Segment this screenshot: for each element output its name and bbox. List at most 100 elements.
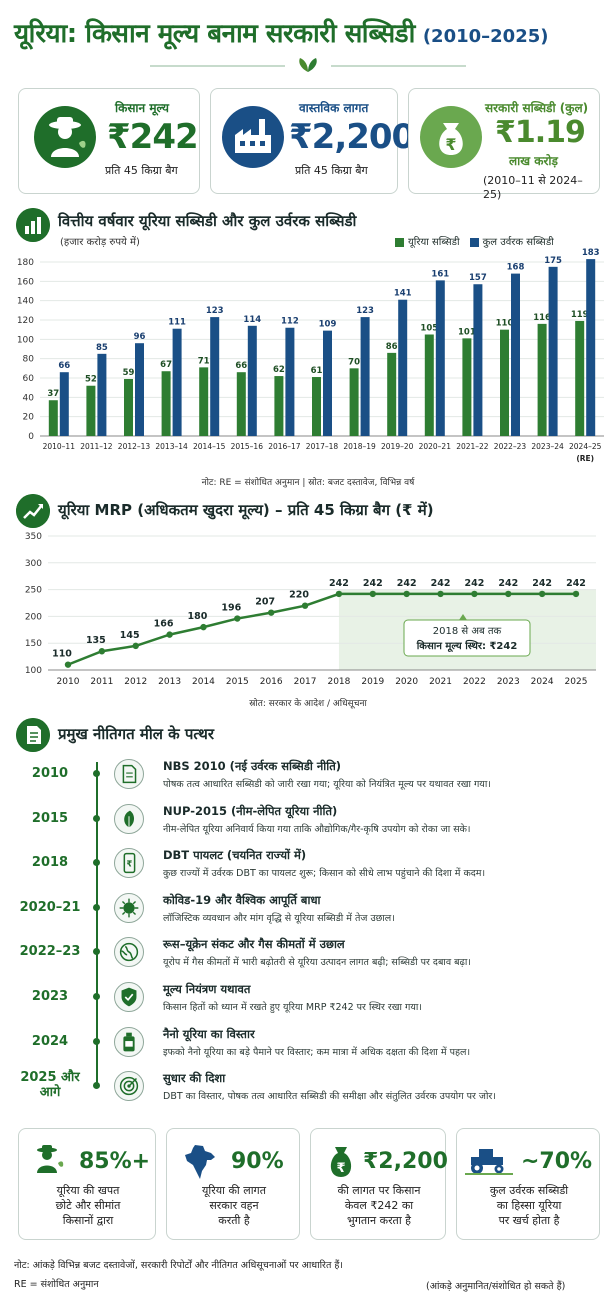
data-point [268, 609, 275, 616]
stat-text: कुल उर्वरक सब्सिडी का हिस्सा यूरिया पर खर्… [489, 1184, 569, 1227]
timeline-axis [96, 762, 98, 1084]
footer-estimate-note: (आंकड़े अनुमानित/संशोधित हो सकते हैं) [426, 1281, 566, 1292]
timeline-heading: DBT पायलट (चयनित राज्यों में) [163, 848, 307, 863]
footer-re-note: RE = संशोधित अनुमान [14, 1279, 99, 1290]
bar-total [323, 330, 332, 436]
x-tick-label: 2013–14 [155, 442, 188, 451]
data-label: 59 [123, 368, 135, 378]
x-tick-label: 2010–11 [43, 442, 76, 451]
timeline-year: 2020–21 [19, 899, 81, 915]
timeline-description: पोषक तत्व आधारित सब्सिडी को जारी रखा गया… [163, 779, 491, 790]
bar-urea [236, 372, 246, 436]
data-label: 111 [168, 318, 186, 328]
bar-total [398, 299, 408, 436]
timeline-heading: NBS 2010 (नई उर्वरक सब्सिडी नीति) [163, 759, 342, 773]
bar-chart-subtitle: (हजार करोड़ रुपये में) [60, 237, 140, 248]
data-label: 66 [58, 361, 70, 371]
bar-total [473, 284, 483, 436]
bar-total [435, 280, 445, 436]
data-point [234, 615, 241, 622]
bar-total [210, 317, 220, 436]
farmer-icon [34, 106, 96, 168]
x-tick-label: 2018 [327, 677, 350, 687]
data-point [403, 590, 410, 598]
data-label: 180 [188, 611, 208, 622]
timeline-dot [93, 1037, 100, 1045]
footer-note: नोट: आंकड़े विभिन्न बजट दस्तावेजों, सरका… [14, 1260, 344, 1271]
data-label: 52 [85, 375, 97, 385]
stat-text: की लागत पर किसान केवल ₹242 का भुगतान करता … [337, 1184, 421, 1227]
annotation-pointer [459, 614, 467, 620]
data-label: 135 [86, 635, 106, 646]
x-tick-label: 2025 [565, 677, 588, 687]
timeline-description: नीम-लेपित यूरिया अनिवार्य किया गया ताकि … [163, 823, 471, 835]
line-chart: 100 150 200 250 300 350 110 2010 135 2011 145 2012 1… [25, 532, 596, 687]
timeline-heading: नैनो यूरिया का विस्तार [163, 1026, 255, 1041]
kpi-card-govt-subsidy: ₹ सरकारी सब्सिडी (कुल) ₹1.19 लाख करोड़ (… [408, 88, 600, 201]
data-label: 85 [96, 343, 108, 353]
data-label: 71 [198, 356, 210, 366]
kpi-label: वास्तविक लागत [299, 101, 369, 115]
title-years: (2010–2025) [422, 26, 549, 47]
y-tick-label: 0 [28, 432, 34, 442]
document-icon [16, 718, 50, 752]
bar-chart-legend: यूरिया सब्सिडी कुल उर्वरक सब्सिडी [395, 234, 554, 248]
kpi-sub: (2010–11 से 2024–25) [483, 174, 583, 201]
x-tick-label: 2012 [124, 677, 147, 687]
y-tick-label: 250 [25, 586, 42, 596]
bar-urea [124, 378, 133, 436]
x-tick-label: 2020–21 [419, 442, 452, 451]
data-label: 145 [120, 630, 140, 641]
data-label: 242 [397, 578, 417, 589]
page-title: यूरिया: किसान मूल्य बनाम सरकारी सब्सिडी … [14, 14, 604, 50]
bar-urea [349, 368, 359, 436]
data-label: 37 [47, 389, 59, 399]
y-tick-label: 150 [25, 639, 42, 649]
x-tick-label: 2022–23 [494, 442, 527, 451]
bar-total [172, 328, 182, 436]
bar-total [285, 327, 295, 436]
x-tick-label: 2024 [531, 677, 554, 687]
data-point [437, 590, 444, 598]
bar-urea [312, 377, 321, 436]
kpi-card-actual-cost: वास्तविक लागत ₹2,200 प्रति 45 किग्रा बैग [210, 88, 415, 194]
data-label: 242 [498, 578, 518, 589]
annotation-line-1: 2018 से अब तक [433, 625, 502, 637]
x-tick-label: 2022 [463, 677, 486, 687]
x-tick-label: 2016–17 [268, 442, 301, 451]
bar-total [360, 317, 370, 436]
bar-chart-note: नोट: RE = संशोधित अनुमान | स्रोत: बजट दस… [201, 478, 415, 488]
y-tick-label: 120 [17, 316, 34, 326]
kpi-value: ₹242 [107, 117, 199, 157]
y-tick-label: 180 [17, 258, 34, 268]
timeline-title: प्रमुख नीतिगत मील के पत्थर [58, 725, 215, 743]
data-label: 166 [154, 619, 174, 630]
leaf-icon [114, 803, 144, 834]
bar-urea [199, 367, 209, 436]
globe-icon [114, 937, 144, 968]
x-tick-label: 2017–18 [306, 442, 339, 451]
data-point [369, 590, 376, 598]
kpi-label: किसान मूल्य [115, 101, 170, 115]
data-label: 123 [356, 306, 374, 316]
mrp-line [67, 592, 576, 666]
data-point [301, 602, 309, 609]
x-tick-label: 2011 [90, 677, 113, 687]
data-label: 66 [235, 361, 247, 371]
data-label: 207 [255, 597, 275, 608]
x-tick-label: 2014 [192, 677, 215, 687]
stat-value: ~70% [521, 1149, 593, 1174]
stat-value: ₹2,200 [363, 1149, 448, 1174]
data-label: 242 [431, 578, 451, 589]
data-label: 70 [348, 357, 360, 367]
kpi-unit: लाख करोड़ [509, 154, 558, 168]
bar-urea [274, 376, 284, 436]
bar-total [97, 353, 107, 436]
data-label: 62 [273, 365, 285, 375]
factory-icon [222, 106, 284, 168]
bar-urea [500, 329, 509, 436]
timeline-description: किसान हितों को ध्यान में रखते हुए यूरिया… [163, 1002, 422, 1013]
shield-check-icon [114, 982, 144, 1012]
data-label: 220 [289, 590, 309, 601]
data-label: 101 [458, 327, 476, 337]
